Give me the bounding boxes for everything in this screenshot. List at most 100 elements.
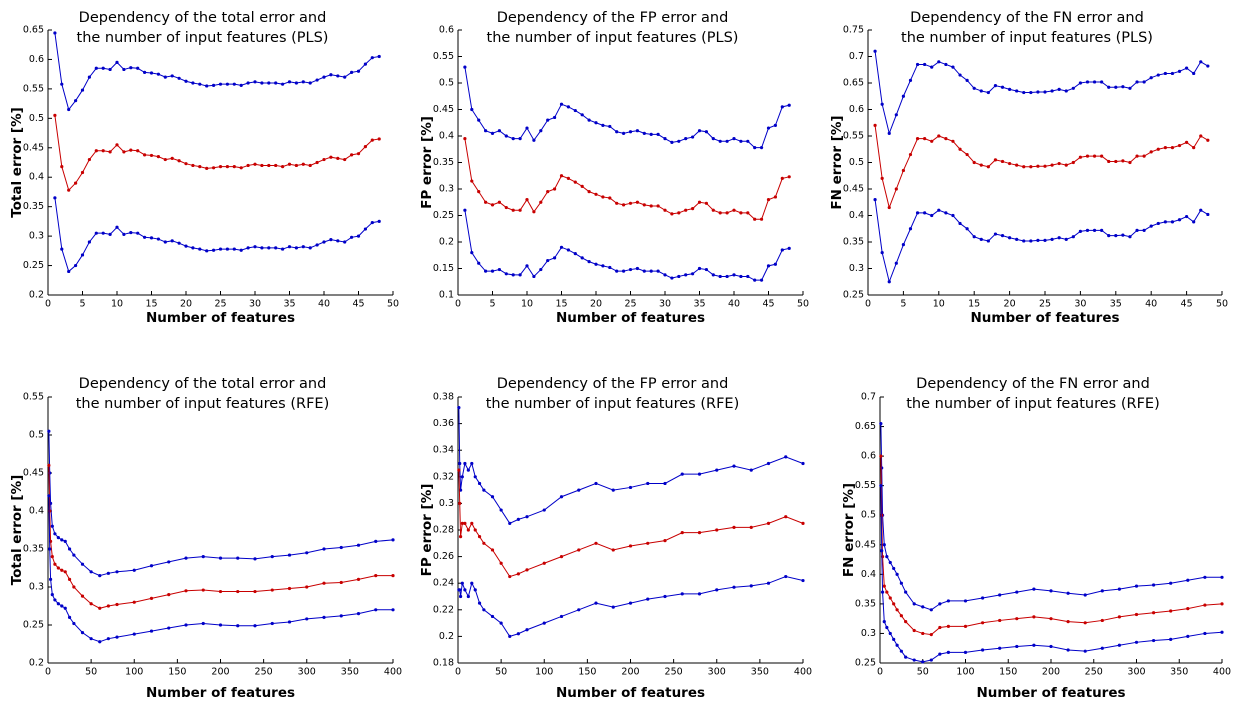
point	[760, 217, 764, 221]
point	[635, 266, 640, 271]
point	[766, 581, 771, 585]
point	[539, 129, 543, 133]
point	[484, 200, 488, 204]
point	[532, 210, 536, 214]
point	[322, 157, 326, 162]
point	[1029, 239, 1033, 243]
point	[998, 646, 1002, 650]
y-tick-label: 0.55	[433, 51, 454, 62]
x-tick-label: 25	[1039, 299, 1051, 310]
point	[315, 160, 319, 165]
chart: 0.2 0.25 0.3 0.35 0.4 0.45 0.5 0.55 0 50 100 150 200…	[9, 376, 402, 701]
point	[923, 62, 927, 67]
x-tick-label: 15	[968, 299, 980, 310]
point	[67, 615, 72, 620]
point	[1029, 165, 1033, 169]
chart-title: Dependency of the FN error and	[916, 376, 1150, 392]
point	[301, 162, 305, 166]
point	[1015, 89, 1019, 93]
point	[749, 584, 753, 588]
point	[67, 269, 71, 274]
y-tick-label: 0.5	[861, 510, 876, 521]
y-tick-label: 0.45	[23, 142, 44, 153]
point	[577, 548, 581, 552]
point	[958, 221, 962, 226]
point	[611, 548, 615, 552]
y-axis-label: FN error [%]	[829, 115, 845, 209]
point	[649, 269, 653, 273]
point	[274, 163, 278, 168]
point	[993, 232, 998, 236]
point	[232, 82, 236, 86]
x-tick-label: 150	[168, 667, 186, 678]
chart: 0.1 0.15 0.2 0.25 0.3 0.35 0.4 0.45 0.5 0.55 0.6 0 5…	[419, 10, 809, 326]
y-tick-label: 0.25	[23, 620, 44, 631]
y-tick-label: 0.35	[433, 157, 454, 168]
point	[587, 260, 591, 264]
point	[885, 590, 889, 594]
point	[580, 113, 584, 117]
point	[921, 605, 925, 609]
point	[466, 528, 470, 532]
point	[232, 247, 236, 251]
point	[63, 570, 67, 574]
point	[628, 485, 633, 490]
point	[350, 70, 354, 74]
point	[350, 235, 354, 239]
point	[1100, 154, 1104, 158]
point	[94, 231, 98, 235]
point	[594, 601, 598, 605]
point	[516, 632, 520, 636]
point	[559, 102, 564, 106]
point	[753, 217, 757, 221]
y-tick-label: 0.45	[855, 539, 876, 550]
point	[938, 602, 942, 606]
chart-title: the number of input features (PLS)	[77, 30, 329, 46]
point	[281, 82, 285, 86]
point	[101, 66, 105, 70]
point	[391, 574, 395, 578]
y-tick-label: 0.26	[433, 551, 454, 562]
point	[739, 211, 743, 215]
point	[50, 593, 54, 597]
point	[377, 137, 381, 141]
point	[508, 634, 512, 639]
point	[1049, 589, 1053, 593]
point	[972, 160, 976, 165]
x-tick-label: 400	[384, 667, 402, 678]
point	[646, 481, 650, 486]
x-axis-label: Number of features	[556, 310, 705, 326]
point	[732, 208, 736, 212]
point	[1142, 228, 1146, 232]
point	[260, 163, 264, 168]
point	[1186, 634, 1190, 639]
point	[1057, 161, 1061, 166]
point	[1008, 161, 1012, 166]
point	[718, 139, 722, 143]
point	[60, 604, 64, 608]
point	[986, 90, 990, 95]
point	[511, 208, 515, 212]
point	[904, 655, 908, 659]
point	[477, 261, 481, 265]
x-tick-label: 400	[1213, 667, 1231, 678]
point	[649, 132, 653, 137]
point	[553, 115, 557, 120]
point	[1156, 147, 1160, 151]
point	[908, 78, 913, 82]
y-tick-label: 0.6	[29, 54, 44, 65]
point	[253, 245, 257, 249]
point	[930, 139, 934, 143]
point	[287, 586, 292, 591]
point	[628, 130, 633, 134]
point	[929, 658, 933, 662]
x-tick-label: 30	[1074, 299, 1086, 310]
point	[697, 531, 702, 535]
point	[201, 555, 205, 559]
x-axis-label: Number of features	[146, 310, 295, 326]
point	[628, 267, 633, 272]
point	[356, 234, 361, 238]
point	[1142, 154, 1146, 158]
point	[473, 528, 477, 532]
point	[1049, 644, 1053, 649]
